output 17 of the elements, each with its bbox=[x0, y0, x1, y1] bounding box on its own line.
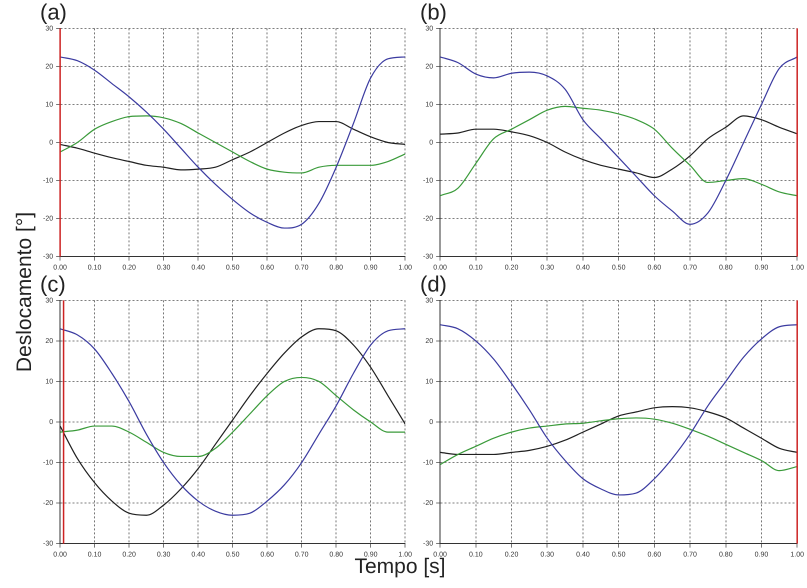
chart-title: (a) bbox=[40, 0, 67, 24]
line-series bbox=[440, 56, 798, 225]
line-series bbox=[60, 115, 406, 174]
chart-title: (b) bbox=[420, 0, 447, 24]
line-series bbox=[60, 56, 406, 229]
line-series bbox=[440, 115, 798, 178]
x-axis-title: Tempo [s] bbox=[354, 555, 446, 578]
line-series bbox=[440, 417, 798, 472]
line-series bbox=[440, 324, 798, 496]
line-series bbox=[60, 120, 406, 170]
line-series bbox=[440, 406, 798, 456]
y-axis-title: Deslocamento [°] bbox=[13, 210, 37, 374]
chart-title: (c) bbox=[40, 271, 66, 296]
line-series bbox=[60, 328, 406, 516]
line-series bbox=[60, 376, 406, 458]
chart-title: (d) bbox=[420, 271, 447, 296]
line-series bbox=[440, 106, 798, 196]
